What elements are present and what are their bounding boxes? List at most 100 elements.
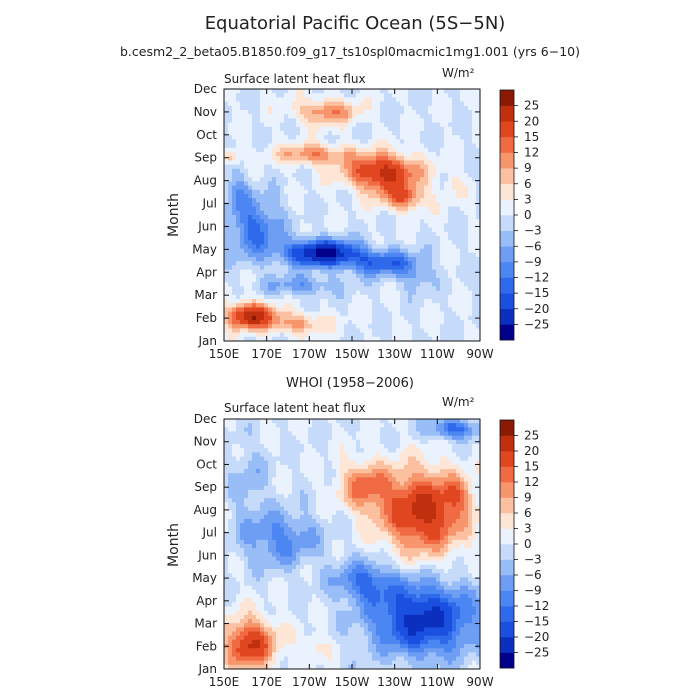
heatmap-cell [436,168,441,174]
heatmap-cell [372,185,377,191]
heatmap-cell [348,273,353,279]
heatmap-cell [404,122,409,128]
heatmap-cell [232,93,237,98]
heatmap-cell [472,452,477,457]
heatmap-cell [376,223,381,228]
heatmap-cell [444,282,449,287]
heatmap-cell [276,269,281,275]
heatmap-cell [372,114,377,119]
heatmap-cell [364,257,369,262]
heatmap-cell [336,173,341,178]
heatmap-cell [284,118,289,123]
heatmap-cell [292,177,297,182]
heatmap-cell [388,307,393,312]
heatmap-cell [364,101,369,107]
heatmap-cell [384,328,389,333]
heatmap-cell [380,328,385,333]
heatmap-cell [412,89,417,94]
heatmap-cell [324,244,329,249]
heatmap-cell [472,223,477,228]
heatmap-cell [476,97,481,102]
heatmap-cell [408,294,413,300]
heatmap-cell [320,336,325,342]
heatmap-cell [340,97,345,102]
heatmap-cell [408,423,413,428]
heatmap-cell [352,286,357,291]
heatmap-cell [308,257,313,262]
heatmap-cell [288,419,293,424]
heatmap-cell [344,244,349,249]
heatmap-cell [260,97,265,102]
heatmap-cell [404,315,409,321]
heatmap-cell [364,303,369,308]
heatmap-cell [336,198,341,203]
heatmap-cell [320,177,325,182]
heatmap-cell [296,122,301,128]
heatmap-cell [292,110,297,115]
heatmap-cell [380,168,385,174]
heatmap-cell [256,227,261,233]
heatmap-cell [260,303,265,308]
heatmap-cell [388,202,393,207]
heatmap-cell [412,303,417,308]
heatmap-cell [432,198,437,203]
heatmap-cell [388,423,393,428]
heatmap-cell [312,261,317,266]
heatmap-cell [272,143,277,149]
heatmap-cell [244,219,249,224]
heatmap-cell [224,278,229,283]
heatmap-cell [328,147,333,153]
heatmap-cell [276,231,281,237]
heatmap-cell [468,97,473,102]
heatmap-cell [356,122,361,128]
heatmap-cell [224,160,229,165]
heatmap-cell [468,126,473,132]
heatmap-cell [372,93,377,98]
heatmap-cell [276,477,281,482]
heatmap-cell [228,152,233,157]
heatmap-cell [380,114,385,119]
heatmap-cell [408,177,413,182]
heatmap-cell [428,118,433,123]
heatmap-cell [368,131,373,136]
heatmap-cell [412,147,417,153]
heatmap-cell [440,336,445,342]
heatmap-cell [368,156,373,161]
heatmap-cell [416,189,421,195]
heatmap-cell [320,173,325,178]
heatmap-cell [380,332,385,338]
heatmap-cell [320,244,325,249]
heatmap-cell [424,456,429,462]
heatmap-cell [240,464,245,470]
heatmap-cell [360,473,365,478]
heatmap-cell [352,469,357,474]
heatmap-cell [292,215,297,220]
heatmap-cell [356,194,361,199]
heatmap-cell [460,156,465,161]
heatmap-cell [340,189,345,195]
heatmap-cell [380,202,385,207]
heatmap-cell [476,303,481,308]
heatmap-cell [432,244,437,249]
heatmap-cell [280,311,285,317]
heatmap-cell [452,444,457,449]
heatmap-cell [456,257,461,262]
heatmap-cell [248,194,253,199]
heatmap-cell [388,118,393,123]
heatmap-cell [320,118,325,123]
heatmap-cell [280,97,285,102]
heatmap-cell [392,97,397,102]
heatmap-cell [272,431,277,437]
heatmap-cell [456,336,461,342]
heatmap-cell [248,307,253,312]
heatmap-cell [388,101,393,107]
heatmap-cell [236,143,241,149]
heatmap-cell [468,152,473,157]
heatmap-cell [324,265,329,270]
heatmap-cell [240,227,245,233]
heatmap-cell [252,265,257,270]
heatmap-cell [308,286,313,291]
heatmap-cell [328,143,333,149]
heatmap-cell [352,257,357,262]
heatmap-cell [368,110,373,115]
